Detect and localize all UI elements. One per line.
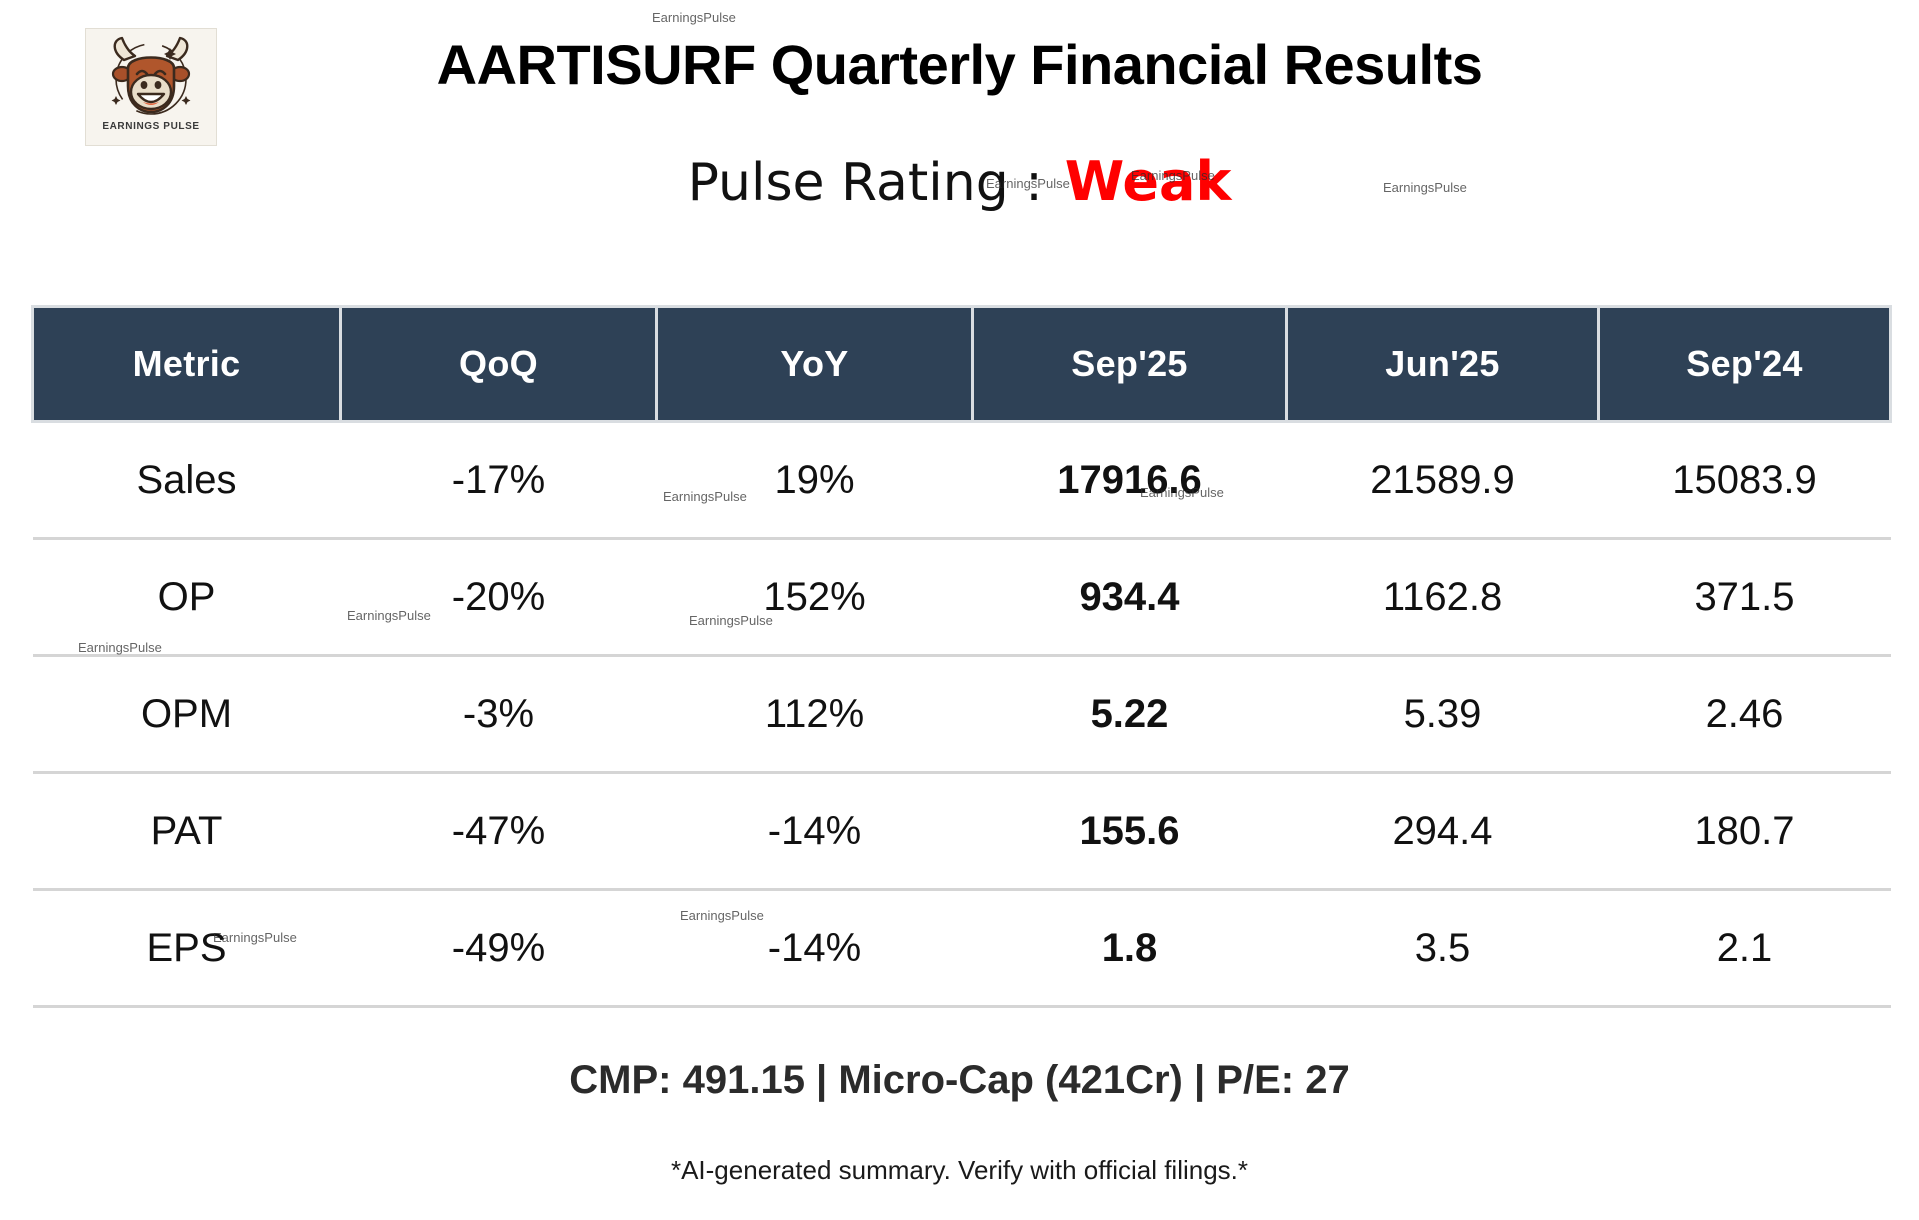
column-header-sep25: Sep'25 xyxy=(972,306,1288,422)
metric-label: EPS xyxy=(32,889,341,1008)
qoq-value: -49% xyxy=(340,889,657,1008)
current-value: 17916.6 xyxy=(972,421,1287,540)
column-header-sep24: Sep'24 xyxy=(1598,306,1891,422)
column-header-metric: Metric xyxy=(32,306,342,422)
yoy-value: 112% xyxy=(656,655,973,774)
table-row: Sales -17% 19% 17916.6 21589.9 15083.9 xyxy=(32,421,1891,540)
column-header-jun25: Jun'25 xyxy=(1286,306,1600,422)
logo-caption: EARNINGS PULSE xyxy=(102,121,200,132)
prev-year-value: 2.1 xyxy=(1598,889,1891,1008)
earnings-pulse-logo: EARNINGS PULSE xyxy=(85,28,217,146)
valuation-summary: CMP: 491.15 | Micro-Cap (421Cr) | P/E: 2… xyxy=(569,1058,1350,1102)
financial-results-table: Metric QoQ YoY Sep'25 Jun'25 Sep'24 Sale… xyxy=(31,305,1892,1008)
table-header: Metric QoQ YoY Sep'25 Jun'25 Sep'24 xyxy=(32,306,1891,422)
table-row: OP -20% 152% 934.4 1162.8 371.5 xyxy=(32,538,1891,657)
metric-label: OPM xyxy=(32,655,341,774)
qoq-value: -47% xyxy=(340,772,657,891)
prev-quarter-value: 3.5 xyxy=(1286,889,1599,1008)
qoq-value: -3% xyxy=(340,655,657,774)
prev-quarter-value: 294.4 xyxy=(1286,772,1599,891)
prev-year-value: 15083.9 xyxy=(1598,421,1891,540)
column-header-qoq: QoQ xyxy=(340,306,658,422)
table-header-row: Metric QoQ YoY Sep'25 Jun'25 Sep'24 xyxy=(32,306,1891,422)
page-title: AARTISURF Quarterly Financial Results xyxy=(436,33,1483,96)
pulse-rating-value: Weak xyxy=(1064,150,1232,213)
prev-quarter-value: 1162.8 xyxy=(1286,538,1599,657)
current-value: 934.4 xyxy=(972,538,1287,657)
table-row: PAT -47% -14% 155.6 294.4 180.7 xyxy=(32,772,1891,891)
prev-year-value: 371.5 xyxy=(1598,538,1891,657)
table-row: EPS -49% -14% 1.8 3.5 2.1 xyxy=(32,889,1891,1008)
prev-quarter-value: 5.39 xyxy=(1286,655,1599,774)
prev-quarter-value: 21589.9 xyxy=(1286,421,1599,540)
yoy-value: 19% xyxy=(656,421,973,540)
yoy-value: -14% xyxy=(656,772,973,891)
pulse-rating: Pulse Rating : Weak xyxy=(0,150,1919,213)
current-value: 1.8 xyxy=(972,889,1287,1008)
metric-label: OP xyxy=(32,538,341,657)
column-header-yoy: YoY xyxy=(656,306,974,422)
current-value: 155.6 xyxy=(972,772,1287,891)
yoy-value: 152% xyxy=(656,538,973,657)
prev-year-value: 2.46 xyxy=(1598,655,1891,774)
table-row: OPM -3% 112% 5.22 5.39 2.46 xyxy=(32,655,1891,774)
prev-year-value: 180.7 xyxy=(1598,772,1891,891)
pulse-rating-label: Pulse Rating : xyxy=(687,153,1043,213)
qoq-value: -17% xyxy=(340,421,657,540)
table-body: Sales -17% 19% 17916.6 21589.9 15083.9 O… xyxy=(32,421,1891,1008)
qoq-value: -20% xyxy=(340,538,657,657)
watermark-label: EarningsPulse xyxy=(652,10,736,25)
yoy-value: -14% xyxy=(656,889,973,1008)
metric-label: Sales xyxy=(32,421,341,540)
metric-label: PAT xyxy=(32,772,341,891)
disclaimer-text: *AI-generated summary. Verify with offic… xyxy=(670,1155,1249,1185)
bull-mascot-icon xyxy=(111,36,191,115)
current-value: 5.22 xyxy=(972,655,1287,774)
